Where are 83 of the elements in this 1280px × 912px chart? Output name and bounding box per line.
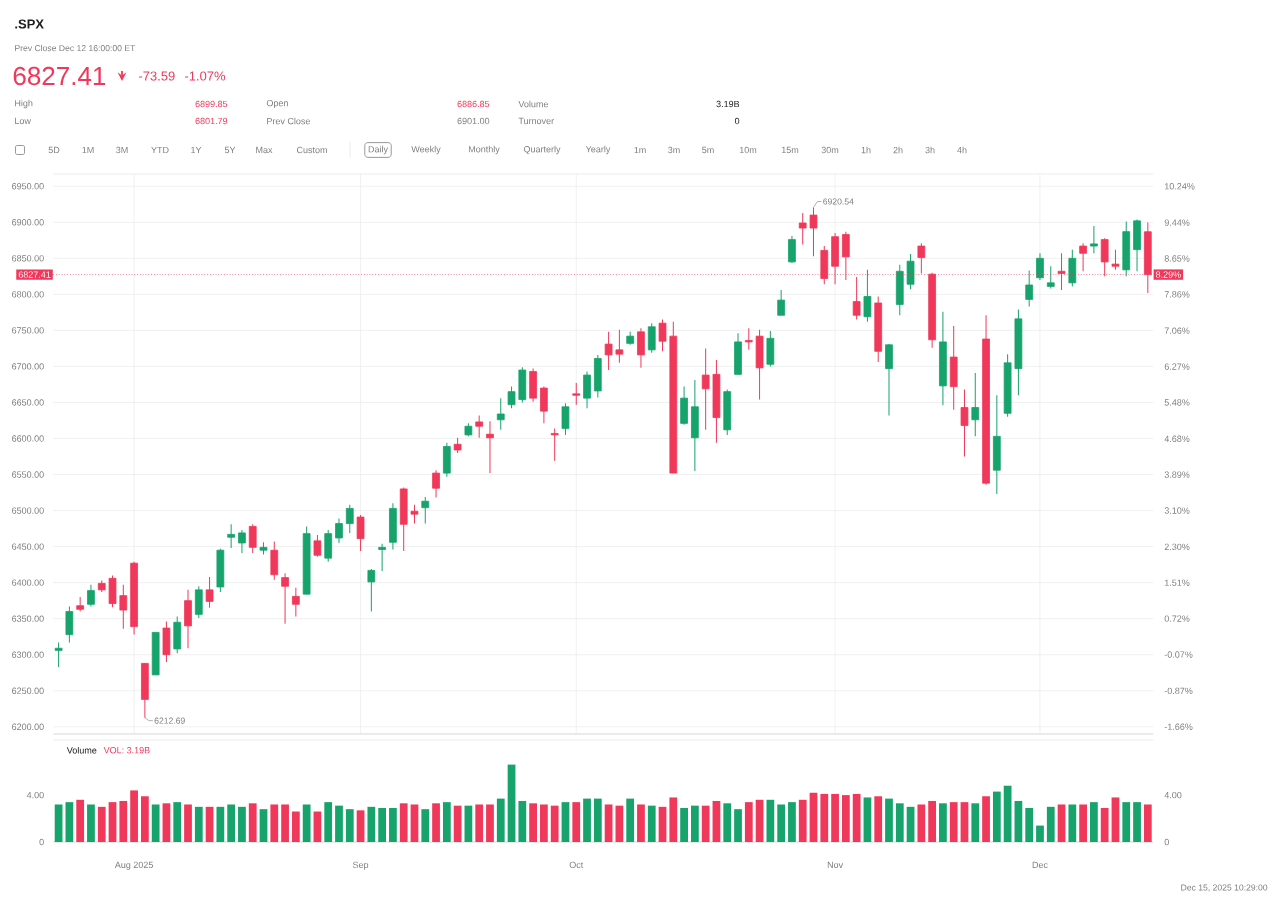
bar xyxy=(1143,804,1152,842)
bar xyxy=(421,809,430,842)
candlestick xyxy=(852,276,861,321)
bar xyxy=(173,802,182,842)
candlestick xyxy=(248,523,257,554)
candlestick xyxy=(939,311,947,406)
candlestick xyxy=(270,541,279,581)
candlestick xyxy=(647,322,656,354)
bar xyxy=(863,797,872,842)
candlestick xyxy=(777,289,785,316)
candlestick xyxy=(151,631,160,676)
bar xyxy=(971,803,980,842)
candlestick xyxy=(281,572,289,625)
candlestick xyxy=(162,621,171,663)
candlestick xyxy=(87,584,95,607)
bar xyxy=(76,799,85,842)
bar xyxy=(874,796,883,842)
bar xyxy=(1057,804,1066,842)
candlestick xyxy=(367,568,376,612)
bar xyxy=(637,804,645,842)
candlestick xyxy=(65,605,74,643)
bar xyxy=(572,802,581,842)
candlestick xyxy=(486,420,494,474)
candlestick xyxy=(292,587,300,618)
bar xyxy=(1068,804,1077,842)
candlestick xyxy=(1111,249,1120,271)
candlestick xyxy=(885,343,893,416)
candlestick xyxy=(992,394,1001,495)
candlestick xyxy=(734,332,742,375)
candlestick xyxy=(723,388,732,436)
bar xyxy=(982,796,990,842)
candlestick xyxy=(54,641,63,668)
candlestick xyxy=(949,325,958,411)
candlestick xyxy=(432,469,440,499)
candlestick xyxy=(389,502,397,550)
candlestick xyxy=(1025,270,1034,308)
bar xyxy=(432,803,440,842)
candlestick xyxy=(572,382,581,406)
candlestick xyxy=(1068,249,1077,287)
bar xyxy=(939,803,947,842)
bar xyxy=(561,802,570,842)
candlestick xyxy=(475,414,484,439)
candlestick xyxy=(863,269,872,323)
candlestick xyxy=(173,616,182,654)
bar xyxy=(442,802,451,842)
bar xyxy=(604,804,613,842)
bar xyxy=(87,804,95,842)
candlestick xyxy=(1036,252,1044,281)
candlestick xyxy=(141,662,149,719)
candlestick xyxy=(788,235,796,264)
bar xyxy=(151,804,160,842)
candlestick xyxy=(356,514,365,552)
bar xyxy=(205,806,214,842)
candlestick xyxy=(421,496,430,525)
candlestick xyxy=(1090,225,1098,254)
candlestick xyxy=(194,585,203,619)
candlestick xyxy=(205,576,214,609)
bar xyxy=(248,803,257,842)
bar xyxy=(259,809,268,842)
bar xyxy=(162,803,171,842)
candlestick xyxy=(550,427,559,462)
candlestick xyxy=(184,589,192,649)
bar xyxy=(302,804,311,842)
candlestick xyxy=(442,442,451,478)
candlestick xyxy=(766,330,775,367)
candlestick xyxy=(971,372,980,437)
candlestick xyxy=(960,388,969,458)
bar xyxy=(356,810,365,842)
bar xyxy=(194,806,203,842)
candlestick xyxy=(496,397,505,431)
candlestick xyxy=(378,543,386,572)
text: 6827.41 xyxy=(13,66,106,86)
candlestick xyxy=(216,548,225,593)
candlestick xyxy=(313,534,322,558)
bar xyxy=(1079,804,1087,842)
bar xyxy=(626,798,635,842)
candlestick xyxy=(561,402,570,436)
candlestick xyxy=(1046,265,1055,290)
bar xyxy=(184,804,192,842)
bar xyxy=(647,805,656,842)
candlestick xyxy=(1079,242,1087,272)
candlestick xyxy=(637,327,645,369)
bar xyxy=(1090,802,1098,842)
